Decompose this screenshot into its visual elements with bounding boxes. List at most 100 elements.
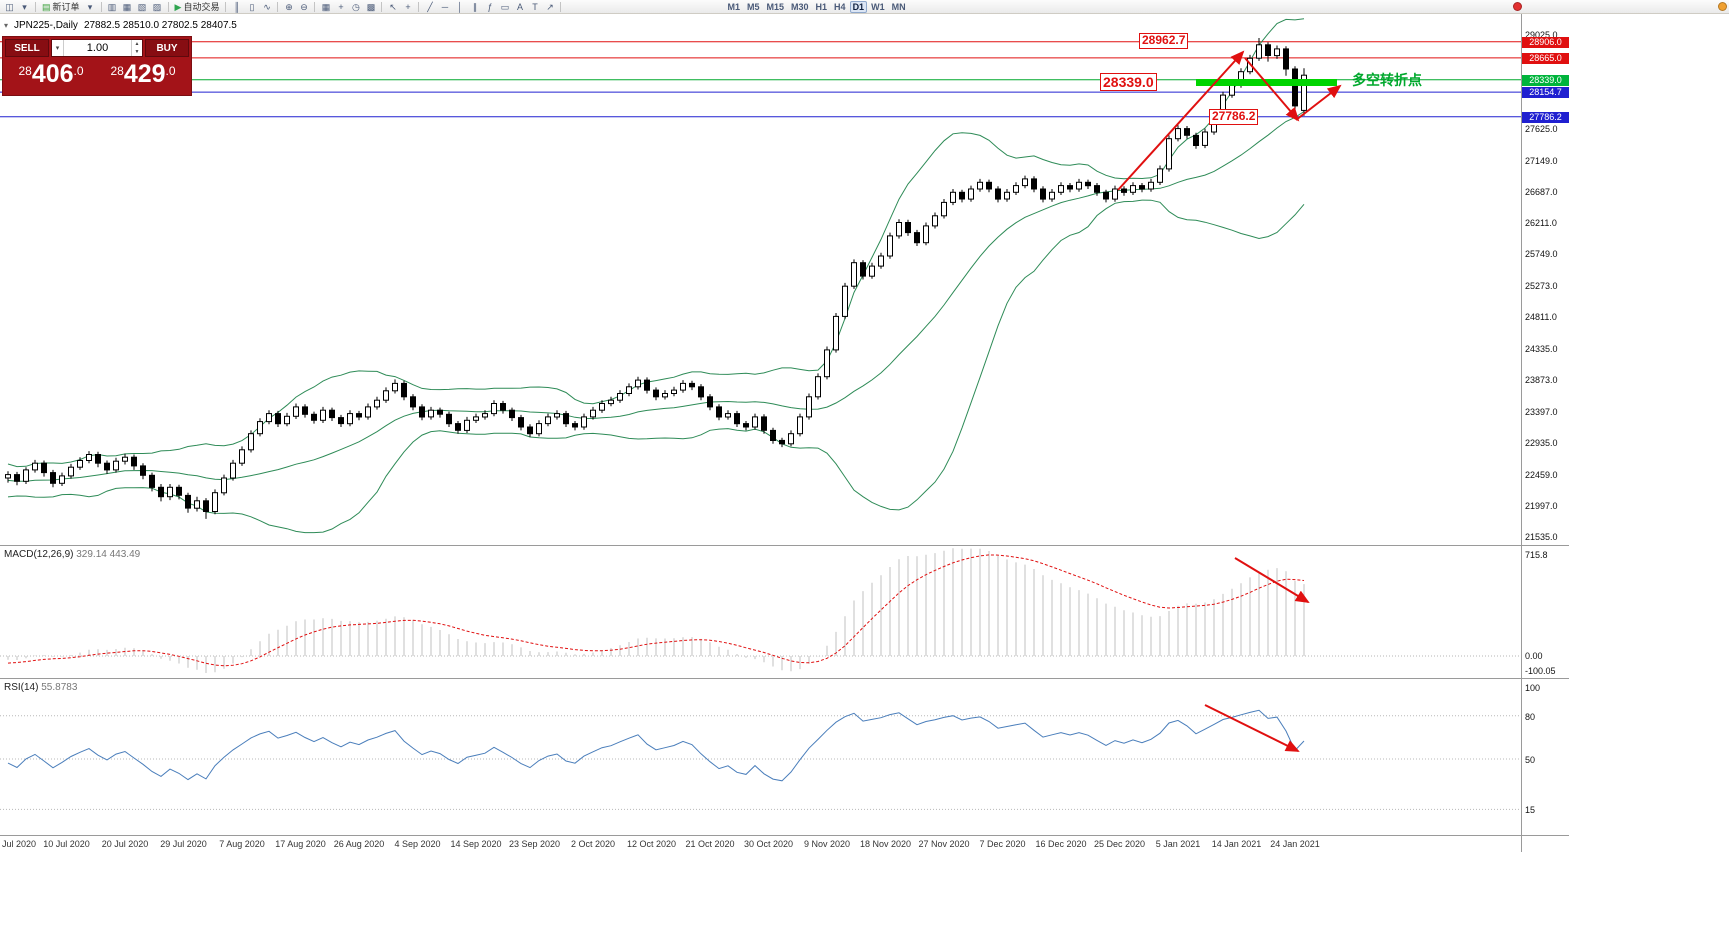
trendline-icon[interactable]: ╱ bbox=[422, 1, 437, 13]
buy-button[interactable]: BUY bbox=[145, 39, 189, 57]
templates-icon-glyph: ▩ bbox=[366, 1, 376, 12]
arrows-tool-icon-glyph: ↗ bbox=[546, 1, 554, 12]
turning-point-label[interactable]: 多空转折点 bbox=[1352, 72, 1422, 88]
periods-icon[interactable]: ◷ bbox=[348, 1, 363, 13]
crosshair-icon-glyph: + bbox=[405, 1, 411, 12]
time-tick: 9 Nov 2020 bbox=[803, 839, 851, 849]
new-order-button[interactable]: ▤ 新订单 bbox=[39, 1, 83, 13]
one-click-toggle[interactable]: ▾ bbox=[4, 21, 9, 30]
sell-button[interactable]: SELL bbox=[5, 39, 49, 57]
rsi-name: RSI(14) bbox=[4, 682, 39, 693]
fibonacci-icon-glyph: ƒ bbox=[487, 1, 493, 12]
chart-window-icon[interactable]: ◫ bbox=[2, 1, 17, 13]
timeframe-h4[interactable]: H4 bbox=[834, 1, 846, 12]
market-watch-icon[interactable]: ▥ bbox=[105, 1, 120, 13]
indicators-icon[interactable]: + bbox=[333, 1, 348, 13]
trendline-icon-glyph: ╱ bbox=[427, 1, 433, 12]
notification-icon[interactable] bbox=[1718, 2, 1727, 11]
bar-chart-icon[interactable]: ║ bbox=[229, 1, 244, 13]
candle-chart-icon[interactable]: ▯ bbox=[244, 1, 259, 13]
pane-separator bbox=[0, 545, 1569, 546]
terminal-icon-glyph: ▨ bbox=[152, 1, 162, 12]
timeframe-m5[interactable]: M5 bbox=[746, 1, 760, 12]
price-tick: 23873.0 bbox=[1525, 375, 1558, 386]
order-dropdown-icon[interactable]: ▾ bbox=[83, 1, 98, 13]
autotrade-button[interactable]: ▶ 自动交易 bbox=[172, 1, 223, 13]
time-tick: 23 Sep 2020 bbox=[508, 839, 561, 849]
trend-arrow[interactable] bbox=[1244, 57, 1300, 122]
line-chart-icon-glyph: ∿ bbox=[263, 1, 271, 12]
timeframe-w1[interactable]: W1 bbox=[871, 1, 885, 12]
cursor-icon-glyph: ↖ bbox=[389, 1, 397, 12]
timeframe-m30[interactable]: M30 bbox=[791, 1, 809, 12]
bid-head: 28 bbox=[18, 64, 32, 78]
profiles-dropdown-icon[interactable]: ▾ bbox=[17, 1, 32, 13]
macd-down-arrow[interactable] bbox=[1234, 557, 1310, 604]
text-label-icon[interactable]: T bbox=[527, 1, 542, 13]
time-tick: 4 Sep 2020 bbox=[394, 839, 441, 849]
zoom-out-icon[interactable]: ⊖ bbox=[296, 1, 311, 13]
rsi-axis-label: 50 bbox=[1525, 755, 1536, 765]
tile-windows-icon[interactable]: ▦ bbox=[318, 1, 333, 13]
fibonacci-icon[interactable]: ƒ bbox=[482, 1, 497, 13]
timeframe-d1[interactable]: D1 bbox=[849, 0, 868, 13]
ask-price[interactable]: 28 429 .0 bbox=[97, 57, 189, 93]
trend-arrow[interactable] bbox=[1295, 84, 1342, 121]
terminal-icon[interactable]: ▨ bbox=[150, 1, 165, 13]
rsi-pane-canvas[interactable] bbox=[0, 679, 1521, 835]
timeframe-m1[interactable]: M1 bbox=[727, 1, 740, 12]
price-tick: 24335.0 bbox=[1525, 344, 1558, 355]
volume-down-icon[interactable]: ▼ bbox=[134, 49, 140, 55]
time-tick: 27 Nov 2020 bbox=[918, 839, 970, 849]
horizontal-line-icon[interactable]: ─ bbox=[437, 1, 452, 13]
timeframe-mn[interactable]: MN bbox=[891, 1, 906, 12]
volume-dropdown-icon[interactable]: ▾ bbox=[52, 40, 64, 56]
time-tick: 12 Oct 2020 bbox=[626, 839, 677, 849]
pane-separator bbox=[0, 835, 1569, 836]
volume-input[interactable] bbox=[64, 40, 131, 56]
zoom-in-icon[interactable]: ⊕ bbox=[281, 1, 296, 13]
trend-arrow[interactable] bbox=[1117, 50, 1245, 191]
price-annotation[interactable]: 28962.7 bbox=[1139, 33, 1189, 49]
line-chart-icon[interactable]: ∿ bbox=[259, 1, 274, 13]
shapes-icon[interactable]: ▭ bbox=[497, 1, 512, 13]
bid-tail: .0 bbox=[73, 64, 84, 78]
crosshair-icon[interactable]: + bbox=[400, 1, 415, 13]
one-click-trading-panel: SELL ▾ ▲ ▼ BUY 28 406 .0 28 429 .0 bbox=[2, 36, 192, 96]
text-icon[interactable]: A bbox=[512, 1, 527, 13]
bollinger-middle-band[interactable] bbox=[7, 111, 1305, 482]
bollinger-lower-band[interactable] bbox=[7, 199, 1305, 534]
timeframe-h1[interactable]: H1 bbox=[815, 1, 828, 12]
main-chart-canvas[interactable] bbox=[0, 14, 1521, 545]
macd-axis-label: 715.8 bbox=[1525, 550, 1548, 560]
shapes-icon-glyph: ▭ bbox=[500, 1, 510, 12]
vertical-line-icon[interactable]: │ bbox=[452, 1, 467, 13]
cursor-icon[interactable]: ↖ bbox=[385, 1, 400, 13]
price-annotation[interactable]: 27786.2 bbox=[1209, 109, 1259, 125]
arrows-tool-icon[interactable]: ↗ bbox=[542, 1, 557, 13]
rsi-down-arrow[interactable] bbox=[1204, 704, 1300, 752]
price-annotation[interactable]: 28339.0 bbox=[1100, 73, 1157, 92]
bar-chart-icon-glyph: ║ bbox=[233, 1, 241, 12]
timeframe-m15[interactable]: M15 bbox=[766, 1, 785, 12]
time-tick: 5 Jan 2021 bbox=[1155, 839, 1201, 849]
time-tick: 17 Aug 2020 bbox=[275, 839, 326, 849]
price-tick: 24811.0 bbox=[1525, 312, 1557, 323]
bid-price[interactable]: 28 406 .0 bbox=[5, 57, 97, 93]
ohlc-values: 27882.5 28510.0 27802.5 28407.5 bbox=[83, 20, 237, 31]
periods-icon-glyph: ◷ bbox=[352, 1, 360, 12]
navigator-icon-glyph: ▧ bbox=[137, 1, 147, 12]
time-tick: 7 Dec 2020 bbox=[979, 839, 1026, 849]
time-tick: 7 Aug 2020 bbox=[219, 839, 265, 849]
bollinger-upper-band[interactable] bbox=[7, 18, 1305, 468]
templates-icon[interactable]: ▩ bbox=[363, 1, 378, 13]
channel-icon[interactable]: ∥ bbox=[467, 1, 482, 13]
alert-icon[interactable] bbox=[1513, 2, 1522, 11]
rsi-axis-label: 15 bbox=[1525, 805, 1536, 816]
macd-pane-canvas[interactable] bbox=[0, 546, 1521, 678]
volume-up-icon[interactable]: ▲ bbox=[134, 41, 140, 47]
data-window-icon[interactable]: ▦ bbox=[120, 1, 135, 13]
autotrade-button-glyph: ▶ bbox=[174, 1, 182, 12]
market-watch-icon-glyph: ▥ bbox=[107, 1, 117, 12]
navigator-icon[interactable]: ▧ bbox=[135, 1, 150, 13]
